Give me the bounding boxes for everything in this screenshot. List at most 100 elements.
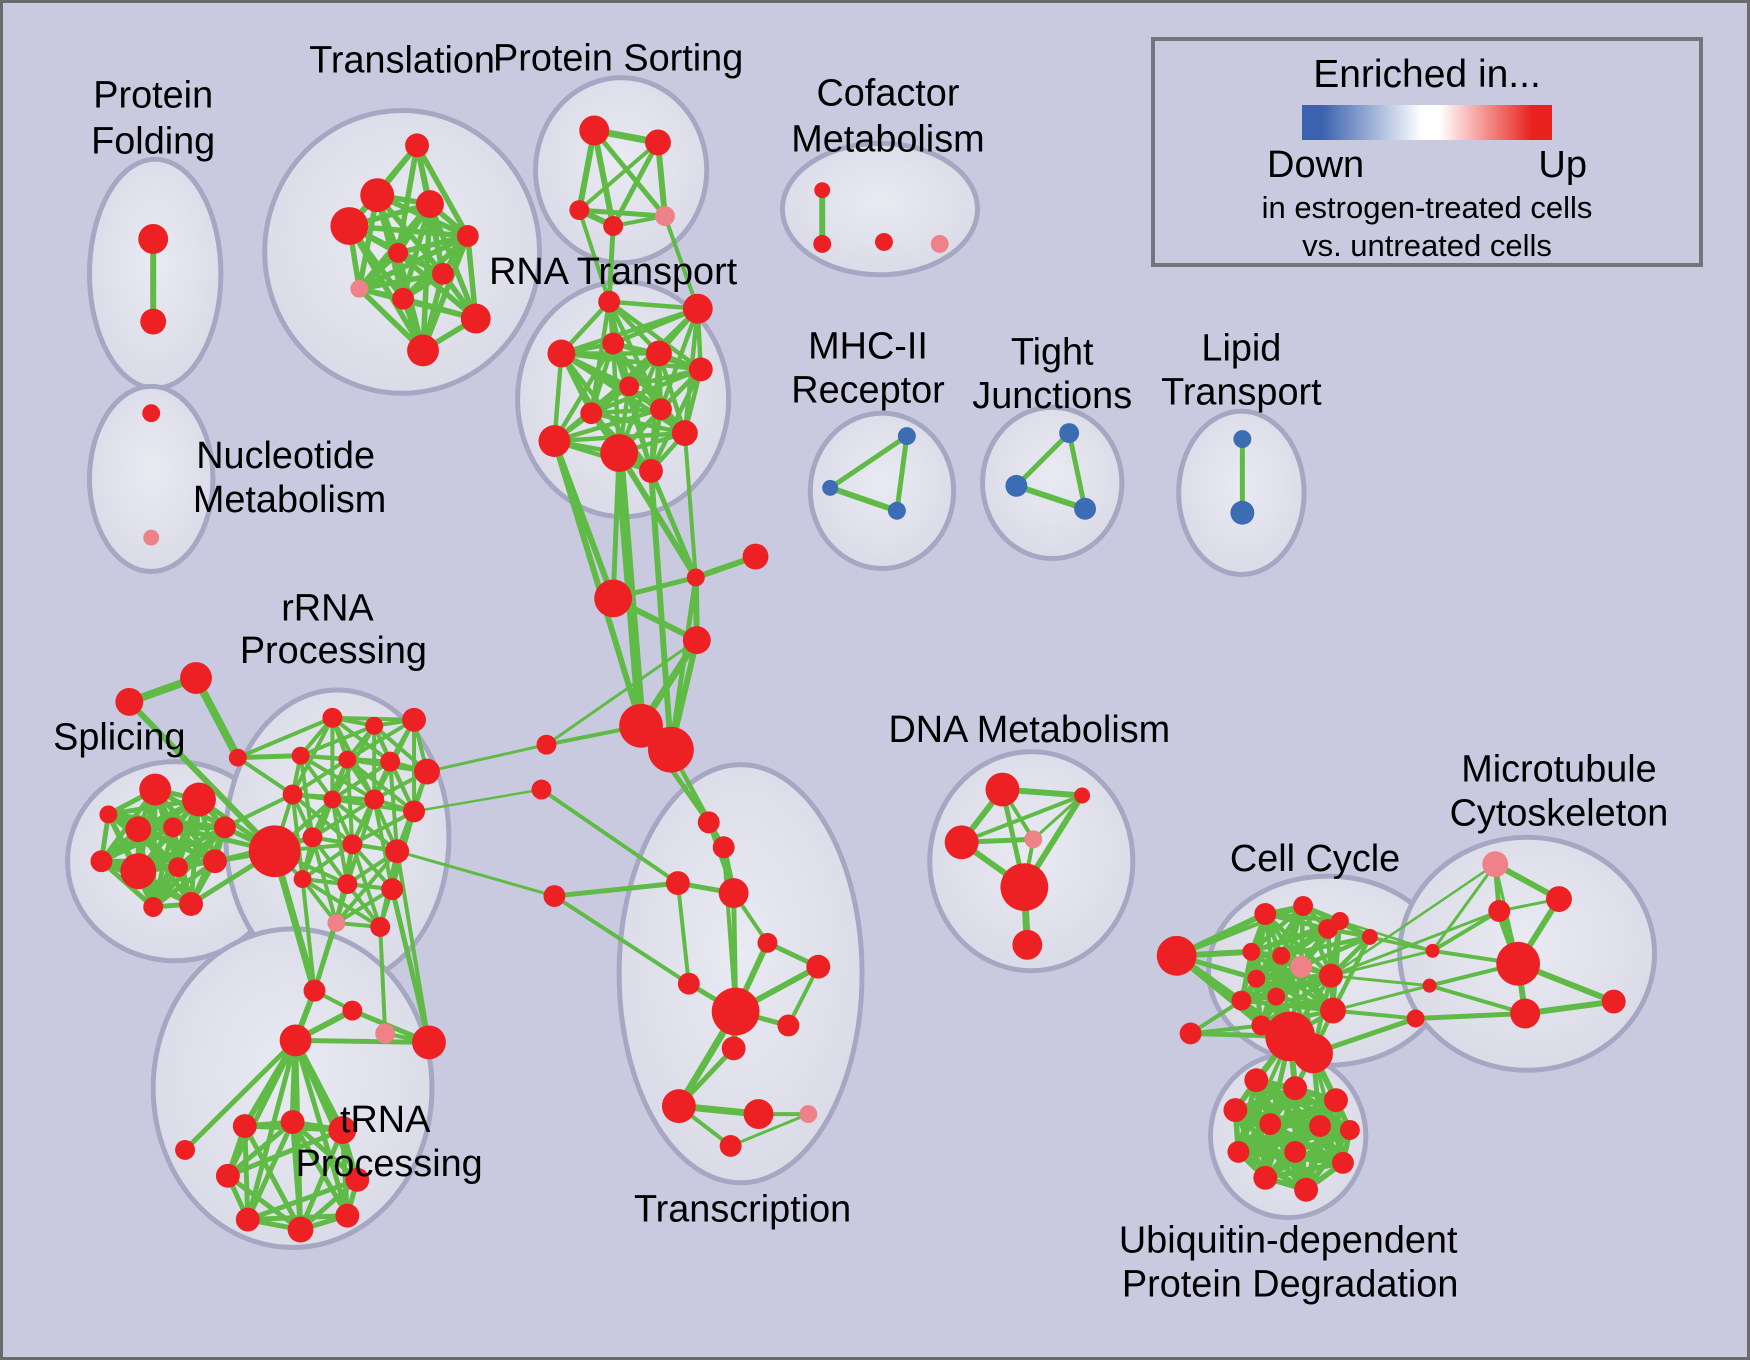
network-node [115,687,144,716]
network-node [813,234,832,253]
network-edge [1256,973,1332,981]
network-node [460,303,491,334]
network-node [1482,851,1509,878]
network-node [1012,929,1043,960]
network-edge [606,225,616,302]
network-node [403,800,425,823]
network-edge [648,368,703,472]
network-node [1425,943,1440,958]
network-edge [298,1129,345,1231]
network-node [370,916,391,937]
network-edge [590,410,686,436]
network-edge [346,224,426,352]
network-edge [663,215,700,310]
network-edge [730,1112,809,1148]
network-node [1406,1009,1425,1028]
network-node [721,1036,746,1061]
network-node [388,242,409,263]
network-node [287,1216,314,1243]
network-node [536,734,557,755]
network-node [1244,1068,1269,1093]
network-node [1059,423,1080,444]
network-node [875,232,893,251]
network-node [215,1163,240,1188]
network-edge [540,787,680,885]
protein-sorting-ellipse [533,75,710,266]
network-node [163,817,184,838]
network-edge [577,209,612,303]
network-edge [612,306,699,346]
network-node [944,825,979,860]
transcription-ellipse [616,762,865,1186]
mhc-ii-receptor-label: MHC-II [808,325,928,367]
network-node [142,404,161,423]
network-edge [290,1120,350,1217]
mhc-ii-receptor-ellipse [807,410,957,571]
network-node [345,1167,370,1192]
network-edge [1237,1127,1351,1155]
network-edge [225,1039,298,1177]
network-node [1361,928,1378,945]
network-node [649,398,672,421]
network-edge [554,880,679,899]
network-edge [590,367,702,416]
network-edge [1264,1160,1344,1181]
network-node [1259,1113,1282,1135]
network-node [1024,830,1043,849]
network-node [1005,474,1028,497]
network-edge [561,351,702,372]
network-edge [1415,1011,1526,1021]
network-node [213,816,236,839]
network-edge [1431,909,1501,953]
tight-junctions-label: Junctions [972,375,1132,417]
network-node [338,750,357,769]
network-node [742,543,769,570]
network-edge [675,882,691,984]
network-edge [553,894,690,986]
network-node [600,434,639,472]
network-edge [1014,431,1071,488]
network-edge [245,1039,298,1221]
network-node [381,878,404,901]
network-node [1242,942,1261,961]
network-edge [127,699,277,854]
network-node [1074,497,1097,520]
network-node [688,357,713,382]
network-node [1422,978,1437,993]
network-node [1293,1033,1333,1074]
network-node [1283,1076,1308,1101]
network-edge [236,756,294,797]
mhc-ii-receptor-label: Receptor [791,369,945,411]
network-node [291,746,310,765]
cell-cycle-label: Cell Cycle [1230,838,1400,880]
splicing-label: Splicing [53,717,185,759]
network-edge [1015,483,1087,512]
network-node [682,293,713,324]
protein-folding-label: Protein [93,75,213,117]
network-edge [312,883,350,992]
network-edge [183,1038,298,1152]
network-node [90,850,113,873]
network-node [897,427,916,446]
network-node [1546,886,1572,912]
network-edge [351,809,415,847]
network-node [646,340,672,367]
network-node [360,178,395,213]
network-node [364,789,385,810]
network-node [1324,1088,1348,1113]
network-edge [682,432,698,578]
network-edge [426,743,547,774]
network-node [385,839,410,864]
network-node [140,308,167,335]
network-node [1247,969,1266,988]
network-edge [1330,949,1433,978]
network-node [125,816,152,843]
network-node [711,987,760,1036]
nucleotide-metabolism-ellipse [86,383,216,574]
network-edge [1428,983,1526,1016]
network-edge [578,140,660,212]
network-node [1267,987,1286,1006]
network-edge [1330,935,1372,1012]
